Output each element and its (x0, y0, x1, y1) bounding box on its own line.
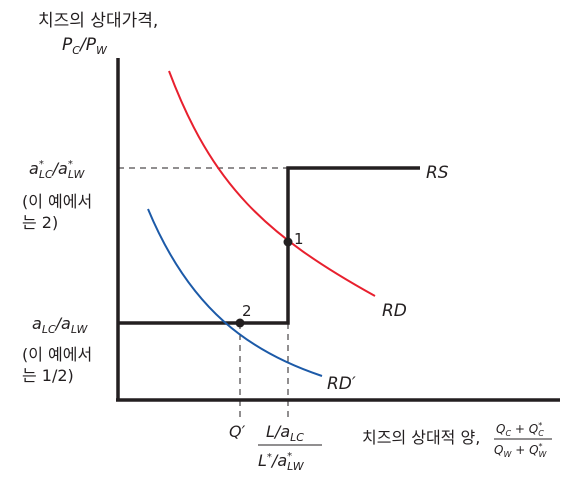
x-axis-title: 치즈의 상대적 양, (362, 428, 480, 447)
q-prime-tick-label: Q′ (229, 422, 246, 441)
rs-curve (118, 166, 420, 325)
l-ratio-numerator: L/aLC (266, 422, 304, 444)
rd-prime-label: RD′ (327, 374, 356, 394)
y-axis-title-line2: PC/PW (62, 35, 108, 57)
equilibrium-point-2 (235, 318, 245, 328)
equilibrium-point-1 (283, 237, 293, 247)
point-2-label: 2 (242, 302, 252, 320)
x-axis-fraction-numerator: QC + Q* C (496, 421, 544, 438)
lower-level-note-line2: 는 1/2) (22, 366, 74, 385)
x-axis-fraction-denominator: QW + Q* W (494, 442, 548, 459)
lower-level-note-line1: (이 예에서 (22, 345, 92, 364)
upper-level-note-line2: 는 2) (22, 213, 58, 232)
rd-label: RD (382, 301, 407, 321)
point-1-label: 1 (294, 230, 304, 248)
lower-level-label: aLC/aLW (32, 314, 89, 336)
rd-prime-curve (147, 208, 323, 377)
rs-label: RS (426, 163, 449, 183)
upper-level-note-line1: (이 예에서 (22, 192, 92, 211)
l-ratio-denominator: L*/a* LW (258, 451, 305, 473)
rd-curve (168, 70, 376, 297)
y-axis-title-line1: 치즈의 상대가격, (38, 11, 158, 31)
upper-level-label: a* LC/a* LW (29, 159, 86, 181)
